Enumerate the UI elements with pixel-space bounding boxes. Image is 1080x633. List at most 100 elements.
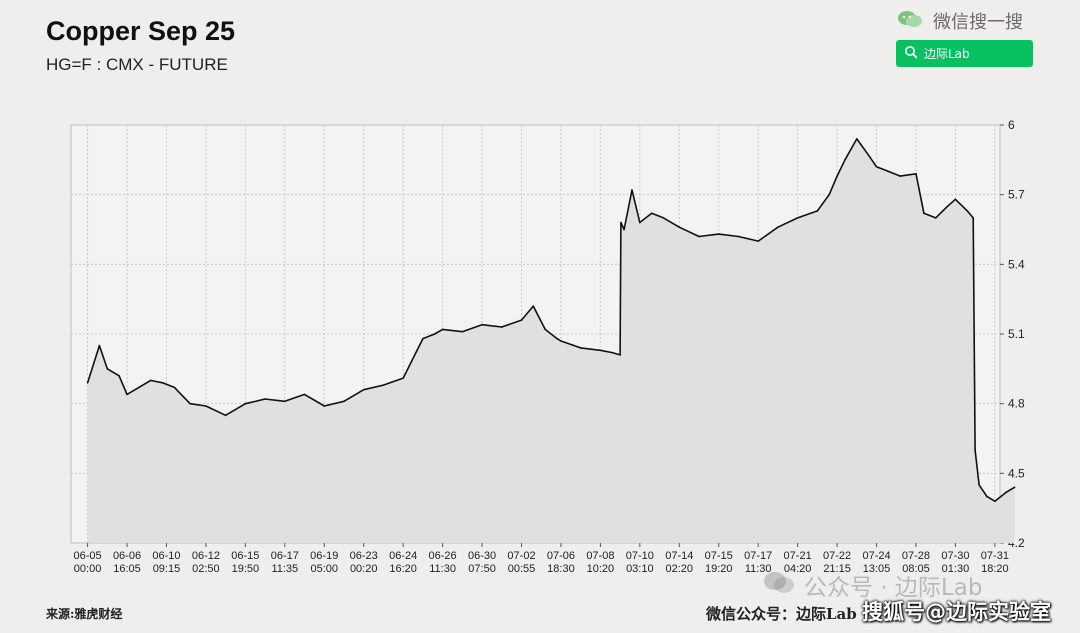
x-tick-label-date: 07-21	[784, 550, 812, 562]
x-tick-label-time: 00:55	[508, 563, 536, 575]
data-point	[816, 210, 819, 212]
x-tick-label-time: 11:30	[429, 563, 456, 575]
x-tick-label-date: 06-17	[271, 550, 299, 562]
y-tick-label: 5.1	[1008, 327, 1025, 341]
x-tick-label-date: 06-23	[350, 550, 378, 562]
data-point	[362, 388, 365, 391]
x-tick-label-date: 07-28	[902, 550, 930, 562]
data-point	[224, 414, 227, 417]
data-point	[1013, 486, 1016, 489]
x-tick-label-time: 00:20	[350, 563, 378, 575]
data-point	[650, 212, 653, 215]
y-tick-label: 4.8	[1008, 397, 1025, 411]
data-point	[461, 330, 464, 333]
data-point	[422, 337, 424, 340]
data-point	[678, 226, 681, 228]
x-tick-label-time: 02:20	[666, 563, 694, 575]
data-point	[698, 235, 700, 238]
data-point	[126, 393, 128, 396]
data-point	[620, 221, 622, 224]
x-tick-label-date: 07-02	[507, 550, 535, 562]
data-point	[623, 228, 625, 231]
x-tick-label-time: 11:35	[271, 563, 298, 575]
x-tick-label-date: 07-10	[626, 550, 654, 562]
x-tick-label-date: 07-24	[862, 550, 890, 562]
watermark-primary-text: 公众号 · 边际Lab	[804, 575, 983, 601]
data-point	[189, 402, 191, 405]
data-point	[599, 349, 602, 352]
data-point	[954, 198, 957, 201]
data-point	[118, 375, 120, 377]
data-point	[867, 154, 870, 156]
data-point	[244, 402, 247, 405]
x-tick-label-time: 10:20	[587, 563, 615, 575]
data-point	[946, 205, 949, 208]
data-point	[717, 233, 720, 235]
data-point	[441, 328, 444, 331]
wechat-search-label: 边际Lab	[924, 47, 970, 61]
data-point	[1005, 491, 1008, 493]
data-point	[303, 393, 306, 396]
data-point	[161, 381, 164, 384]
x-tick-label-time: 19:20	[705, 563, 733, 575]
data-point	[631, 189, 633, 191]
data-point	[520, 319, 523, 321]
x-tick-label-time: 18:30	[547, 563, 575, 575]
series-area	[87, 138, 1015, 543]
y-tick-label: 4.5	[1008, 466, 1025, 480]
data-point	[556, 337, 558, 340]
data-point	[544, 328, 546, 331]
data-point	[978, 484, 980, 486]
data-point	[662, 217, 665, 219]
x-tick-label-time: 13:05	[863, 563, 891, 575]
x-tick-label-date: 07-31	[981, 550, 1009, 562]
data-point	[923, 212, 925, 215]
data-point	[402, 377, 404, 379]
x-tick-label-date: 06-10	[152, 550, 180, 562]
x-tick-label-date: 07-06	[547, 550, 575, 562]
x-tick-label-time: 09:15	[153, 563, 181, 575]
x-tick-label-date: 07-14	[665, 550, 693, 562]
data-point	[382, 384, 385, 386]
data-point	[173, 386, 176, 389]
watermark-primary: 公众号 · 边际Lab	[762, 568, 982, 602]
x-tick-label-date: 06-19	[310, 550, 338, 562]
wechat-search-button[interactable]: 边际Lab	[896, 40, 1033, 67]
data-point	[915, 172, 917, 175]
x-tick-label-date: 06-12	[192, 550, 220, 562]
data-point	[986, 495, 988, 498]
x-tick-label-time: 04:20	[784, 563, 812, 575]
x-tick-label-date: 06-05	[73, 550, 101, 562]
y-tick-label: 5.4	[1008, 257, 1025, 271]
data-point	[974, 449, 976, 451]
x-tick-label-time: 07:50	[468, 563, 496, 575]
source-label: 来源:雅虎财经	[46, 607, 123, 621]
y-tick-label: 5.7	[1008, 188, 1025, 202]
data-point	[138, 386, 140, 389]
account-label: 微信公众号：边际Lab	[706, 605, 857, 623]
x-tick-label-date: 06-06	[113, 550, 141, 562]
data-point	[532, 305, 535, 307]
search-icon	[904, 45, 918, 62]
wechat-search-brand: 微信搜一搜	[897, 8, 1023, 34]
x-tick-label-date: 06-30	[468, 550, 496, 562]
data-point	[619, 354, 621, 356]
data-point	[560, 340, 562, 342]
data-point	[579, 347, 582, 349]
data-point	[966, 210, 969, 212]
data-point	[500, 326, 503, 328]
x-tick-label-time: 00:00	[74, 563, 102, 575]
x-tick-label-time: 21:15	[823, 563, 851, 575]
wechat-watermark-icon	[762, 569, 796, 601]
wechat-logo-icon	[897, 9, 923, 34]
chart-title: Copper Sep 25	[46, 16, 236, 46]
data-point	[639, 221, 641, 224]
x-tick-label-time: 03:10	[626, 563, 654, 575]
data-point	[887, 170, 890, 173]
data-point	[149, 379, 152, 382]
data-point	[86, 381, 89, 384]
data-point	[284, 400, 286, 403]
x-tick-label-time: 16:20	[389, 563, 417, 575]
data-point	[433, 333, 436, 335]
